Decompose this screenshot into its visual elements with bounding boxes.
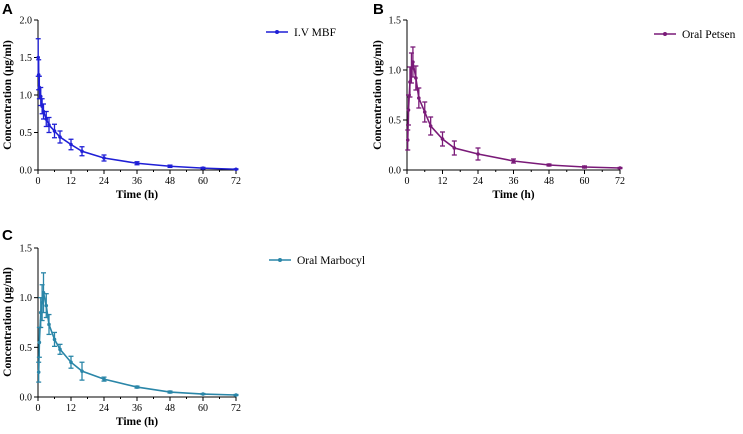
y-axis-title: Concentration (μg/ml) bbox=[372, 40, 384, 150]
data-point bbox=[440, 137, 445, 141]
x-tick-label: 36 bbox=[509, 176, 519, 187]
data-point bbox=[52, 337, 57, 342]
x-tick-label: 0 bbox=[405, 176, 410, 187]
panel-letter: A bbox=[2, 1, 13, 18]
y-tick-label: 0.5 bbox=[20, 128, 33, 139]
data-point bbox=[582, 165, 587, 169]
data-point bbox=[547, 163, 551, 167]
data-point bbox=[405, 138, 410, 142]
data-point bbox=[476, 152, 480, 156]
x-tick-label: 24 bbox=[99, 176, 109, 187]
series-line bbox=[37, 57, 237, 171]
y-tick-label: 0.0 bbox=[389, 166, 402, 177]
x-axis-title: Time (h) bbox=[492, 189, 534, 201]
y-axis-title: Concentration (μg/ml) bbox=[2, 267, 14, 377]
data-point bbox=[52, 129, 57, 133]
x-tick-label: 60 bbox=[198, 176, 208, 187]
data-point bbox=[618, 166, 622, 170]
legend-label: I.V MBF bbox=[294, 27, 336, 39]
x-tick-label: 48 bbox=[544, 176, 554, 187]
data-point bbox=[58, 135, 62, 139]
x-tick-label: 36 bbox=[132, 176, 142, 187]
x-tick-label: 60 bbox=[198, 403, 208, 414]
data-point bbox=[44, 303, 49, 308]
data-point bbox=[102, 377, 106, 381]
chart-panel-b: B 0 12 24 36 48 60 72 0.0 0.5 1.0 1.5 Time (h) Concen… bbox=[372, 1, 736, 201]
data-point bbox=[102, 156, 106, 160]
x-tick-label: 12 bbox=[66, 403, 76, 414]
panel-letter: C bbox=[2, 227, 13, 244]
data-point bbox=[201, 392, 205, 396]
series-line bbox=[37, 292, 237, 396]
data-point bbox=[47, 322, 51, 327]
data-point bbox=[428, 124, 433, 128]
x-tick-label: 72 bbox=[231, 403, 241, 414]
legend-swatch-marker bbox=[278, 258, 282, 262]
legend-swatch-marker bbox=[275, 30, 279, 34]
y-tick-label: 1.5 bbox=[389, 16, 402, 27]
data-point bbox=[36, 370, 41, 374]
legend-swatch-marker bbox=[663, 32, 667, 36]
data-point bbox=[406, 108, 411, 112]
y-tick-label: 0.5 bbox=[389, 116, 402, 127]
y-tick-label: 0.5 bbox=[20, 343, 33, 354]
legend-label: Oral Marbocyl bbox=[297, 255, 365, 267]
data-point bbox=[69, 142, 73, 147]
y-tick-label: 0.0 bbox=[20, 166, 33, 177]
y-tick-label: 1.5 bbox=[20, 53, 33, 64]
data-point bbox=[168, 390, 172, 394]
x-axis-title: Time (h) bbox=[116, 189, 158, 201]
y-tick-label: 1.5 bbox=[20, 244, 33, 255]
data-point bbox=[201, 166, 205, 170]
x-tick-label: 36 bbox=[132, 403, 142, 414]
x-tick-label: 72 bbox=[231, 176, 241, 187]
data-point bbox=[69, 360, 73, 365]
data-point bbox=[452, 146, 457, 150]
data-point bbox=[58, 347, 62, 352]
legend-label: Oral Petsen bbox=[682, 29, 736, 41]
series-line bbox=[406, 61, 621, 169]
panel-letter: B bbox=[373, 1, 384, 18]
x-tick-label: 24 bbox=[99, 403, 109, 414]
y-tick-label: 1.0 bbox=[389, 66, 402, 77]
x-tick-label: 0 bbox=[36, 403, 41, 414]
data-point bbox=[422, 110, 427, 114]
data-point bbox=[168, 164, 172, 169]
data-point bbox=[38, 94, 43, 99]
data-point bbox=[80, 369, 84, 373]
data-point bbox=[80, 149, 84, 154]
data-point bbox=[135, 161, 139, 166]
data-point bbox=[511, 159, 516, 163]
y-tick-label: 1.0 bbox=[20, 293, 33, 304]
x-axis-title: Time (h) bbox=[116, 416, 158, 428]
x-tick-label: 72 bbox=[615, 176, 625, 187]
data-point bbox=[37, 340, 42, 345]
data-point bbox=[41, 109, 46, 114]
y-tick-label: 2.0 bbox=[20, 16, 33, 27]
y-axis-title: Concentration (μg/ml) bbox=[2, 40, 14, 150]
x-tick-label: 0 bbox=[36, 176, 41, 187]
x-tick-label: 24 bbox=[473, 176, 483, 187]
x-tick-label: 12 bbox=[66, 176, 76, 187]
data-point bbox=[417, 96, 421, 100]
data-point bbox=[234, 393, 238, 397]
x-tick-label: 60 bbox=[580, 176, 590, 187]
x-tick-label: 48 bbox=[165, 176, 175, 187]
data-point bbox=[411, 60, 415, 64]
chart-panel-a: A 0 12 24 36 48 60 72 0.0 0.5 1.0 1.5 2.0 Time (h) Con… bbox=[2, 1, 336, 201]
data-point bbox=[36, 55, 41, 60]
y-tick-label: 1.0 bbox=[20, 91, 33, 102]
data-point bbox=[47, 123, 51, 127]
data-point bbox=[135, 385, 139, 389]
chart-panel-c: C 0 12 24 36 48 60 72 0.0 0.5 1.0 1.5 Time (h) Concen… bbox=[2, 227, 365, 428]
y-tick-label: 0.0 bbox=[20, 393, 33, 404]
x-tick-label: 12 bbox=[438, 176, 448, 187]
data-point bbox=[234, 167, 238, 172]
data-point bbox=[414, 76, 418, 80]
x-tick-label: 48 bbox=[165, 403, 175, 414]
